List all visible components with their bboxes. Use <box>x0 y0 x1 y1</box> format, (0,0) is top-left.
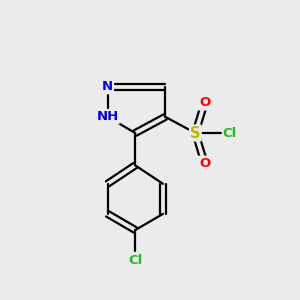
Text: N: N <box>102 80 113 93</box>
Text: Cl: Cl <box>128 254 142 267</box>
Text: Cl: Cl <box>223 127 237 140</box>
Text: S: S <box>190 125 201 140</box>
Text: O: O <box>199 157 210 169</box>
Text: O: O <box>199 97 210 110</box>
Text: NH: NH <box>96 110 119 123</box>
